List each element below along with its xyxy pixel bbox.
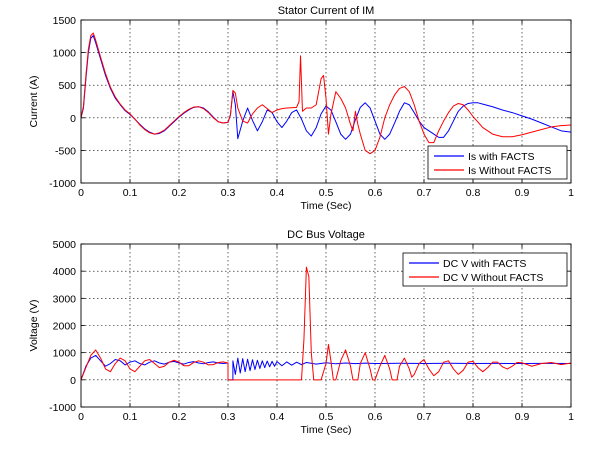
axes-box bbox=[80, 243, 572, 408]
x-tick-label: 0.4 bbox=[270, 187, 285, 199]
x-tick-label: 0 bbox=[78, 411, 84, 423]
x-tick-label: 0.6 bbox=[368, 187, 383, 199]
y-tick-label: 0 bbox=[70, 375, 76, 387]
x-tick-label: 0.9 bbox=[515, 411, 530, 423]
series-line-2 bbox=[81, 266, 571, 381]
chart-title: DC Bus Voltage bbox=[287, 229, 365, 241]
x-tick-label: 0.8 bbox=[466, 411, 481, 423]
axes-box bbox=[80, 19, 572, 184]
legend-label-1: DC V with FACTS bbox=[443, 258, 526, 270]
x-tick-label: 0.5 bbox=[319, 187, 334, 199]
x-tick-label: 0.8 bbox=[466, 187, 481, 199]
y-tick-label: 0 bbox=[70, 113, 76, 125]
x-tick-label: 0.2 bbox=[172, 411, 187, 423]
y-tick-label: 5000 bbox=[53, 239, 77, 251]
x-tick-label: 0.7 bbox=[417, 411, 432, 423]
legend-label-2: DC V Without FACTS bbox=[443, 272, 543, 284]
y-tick-label: 1500 bbox=[53, 15, 77, 27]
x-tick-label: 0.3 bbox=[221, 411, 236, 423]
chart-title: Stator Current of IM bbox=[278, 5, 375, 17]
x-axis-label: Time (Sec) bbox=[301, 200, 352, 212]
y-tick-label: -500 bbox=[55, 145, 76, 157]
series-line-2 bbox=[81, 32, 571, 155]
y-tick-label: 1000 bbox=[53, 348, 77, 360]
y-tick-label: -1000 bbox=[49, 178, 76, 190]
y-axis-label: Voltage (V) bbox=[28, 300, 40, 352]
legend-box bbox=[402, 252, 568, 287]
x-tick-label: 0.5 bbox=[319, 411, 334, 423]
x-tick-label: 0.1 bbox=[123, 411, 138, 423]
y-tick-label: 500 bbox=[58, 80, 76, 92]
x-axis-label: Time (Sec) bbox=[301, 424, 352, 436]
x-tick-label: 1 bbox=[568, 187, 574, 199]
x-tick-label: 0.9 bbox=[515, 187, 530, 199]
y-tick-label: 1000 bbox=[53, 48, 77, 60]
chart-2: 0 0.1 0.2 0.3 0.4 0.5 0.6 0.7 0.8 0.9 1-1000010002… bbox=[28, 229, 574, 436]
legend: DC V with FACTS DC V Without FACTS bbox=[402, 252, 568, 287]
series-line-1 bbox=[81, 354, 571, 381]
x-tick-label: 0.3 bbox=[221, 187, 236, 199]
x-tick-label: 0 bbox=[78, 187, 84, 199]
y-tick-label: -1000 bbox=[49, 402, 76, 414]
y-axis-label: Current (A) bbox=[28, 76, 40, 128]
legend-box bbox=[427, 145, 568, 180]
chart-1: 0 0.1 0.2 0.3 0.4 0.5 0.6 0.7 0.8 0.9 1 -1000 -500 0 5… bbox=[28, 5, 574, 212]
x-tick-label: 0.6 bbox=[368, 411, 383, 423]
y-tick-label: 3000 bbox=[53, 293, 77, 305]
legend: Is with FACTS Is Without FACTS bbox=[427, 145, 568, 180]
x-tick-label: 0.4 bbox=[270, 411, 285, 423]
x-tick-label: 0.1 bbox=[123, 187, 138, 199]
y-tick-label: 2000 bbox=[53, 321, 77, 333]
x-tick-label: 0.2 bbox=[172, 187, 187, 199]
y-tick-label: 4000 bbox=[53, 266, 77, 278]
legend-label-1: Is with FACTS bbox=[468, 151, 535, 163]
x-tick-label: 1 bbox=[568, 411, 574, 423]
x-tick-label: 0.7 bbox=[417, 187, 432, 199]
legend-label-2: Is Without FACTS bbox=[468, 165, 551, 177]
